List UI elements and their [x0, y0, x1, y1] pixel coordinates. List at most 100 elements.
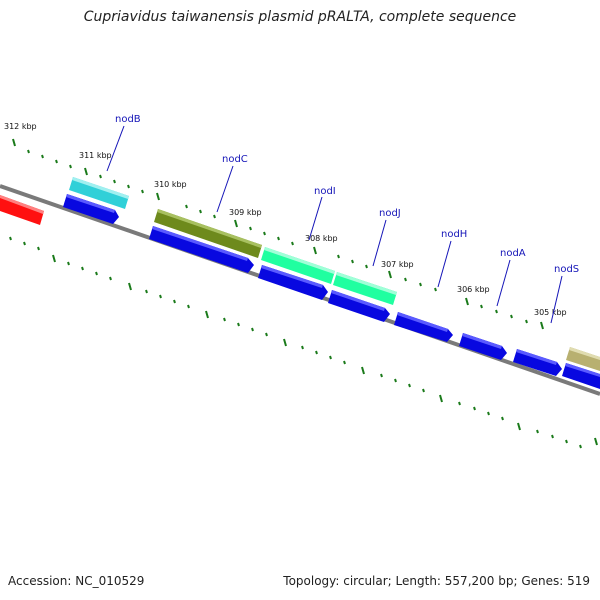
nodJ-feature[interactable] [333, 272, 397, 305]
ruler-tick [419, 282, 422, 287]
cds-arrow[interactable] [394, 312, 453, 342]
cds-arrow[interactable] [328, 290, 390, 322]
ruler-tick [594, 437, 598, 446]
ruler-tick [127, 184, 130, 189]
ruler-tick [156, 192, 160, 201]
ruler-tick [249, 226, 252, 231]
leader-line [550, 275, 563, 324]
ruler-tick [69, 164, 72, 169]
ruler-tick [404, 277, 407, 282]
ruler-tick [351, 259, 354, 264]
ruler-tick [37, 246, 40, 251]
ruler-tick [141, 189, 144, 194]
ruler-tick [388, 270, 392, 279]
ruler-tick [422, 388, 425, 393]
nodB-feature[interactable] [69, 177, 129, 209]
ruler-tick [12, 138, 16, 147]
ruler-tick [473, 406, 476, 411]
ruler-tick [99, 174, 102, 179]
ruler-label: 310 kbp [154, 180, 187, 189]
ruler-tick [23, 241, 26, 246]
ruler-label: 308 kbp [305, 234, 338, 243]
ruler-tick [205, 310, 209, 319]
ruler-tick [315, 350, 318, 355]
ruler-tick [536, 429, 539, 434]
ruler-tick [480, 304, 483, 309]
leader-line [308, 196, 323, 241]
map-title: Cupriavidus taiwanensis plasmid pRALTA, … [83, 9, 517, 25]
nodC-feature[interactable] [154, 209, 262, 258]
ruler-tick [263, 231, 266, 236]
ruler-tick [283, 338, 287, 347]
nodS-feature[interactable] [566, 347, 600, 371]
cds-arrow[interactable] [513, 349, 562, 376]
gene-labels: nodB nodC nodI nodJ nodH nodA nodS [115, 114, 579, 275]
gene-label-nodA: nodA [500, 248, 526, 259]
ruler-tick [52, 254, 56, 263]
gene-leader-lines [106, 125, 563, 324]
ruler-tick [145, 289, 148, 294]
cds-highlights [66, 194, 600, 377]
ruler-label: 312 kbp [4, 122, 37, 131]
gene-label-nodJ: nodJ [379, 208, 401, 219]
ruler-tick [540, 321, 544, 330]
ruler-tick [9, 236, 12, 241]
ruler-tick [408, 383, 411, 388]
ruler-tick [109, 276, 112, 281]
ruler-tick [95, 271, 98, 276]
leader-line [216, 165, 234, 213]
ruler-label: 305 kbp [534, 308, 567, 317]
ruler-tick [487, 411, 490, 416]
ruler-tick [565, 439, 568, 444]
ruler-tick [223, 317, 226, 322]
ruler-tick [361, 366, 365, 375]
ruler-tick [365, 264, 368, 269]
ruler-tick [329, 355, 332, 360]
cds-arrows [63, 194, 600, 389]
ruler-tick [234, 219, 238, 228]
ruler-tick [439, 394, 443, 403]
ruler-tick [159, 294, 162, 299]
ruler-tick [41, 154, 44, 159]
ruler-tick [458, 401, 461, 406]
ruler-tick [81, 266, 84, 271]
ruler-tick [517, 422, 521, 431]
gene-features [69, 177, 600, 371]
cds-arrow[interactable] [459, 333, 507, 360]
ruler-tick [187, 304, 190, 309]
ruler-tick [394, 378, 397, 383]
ruler-tick [313, 246, 317, 255]
ruler-tick [213, 214, 216, 219]
gene-label-nodI: nodI [314, 186, 336, 197]
ruler-tick [237, 322, 240, 327]
ruler-tick [501, 416, 504, 421]
red-feature[interactable] [0, 195, 44, 225]
gene-label-nodH: nodH [441, 229, 467, 240]
ruler-tick [128, 282, 132, 291]
ruler-labels: 312 kbp 311 kbp 310 kbp 309 kbp 308 kbp … [4, 122, 567, 317]
leader-line [372, 219, 387, 267]
cds-arrow[interactable] [562, 363, 600, 389]
ruler-tick [27, 149, 30, 154]
ruler-tick [337, 254, 340, 259]
ruler-tick [343, 360, 346, 365]
ruler-tick [301, 345, 304, 350]
ruler-tick [579, 444, 582, 449]
ruler-tick [465, 297, 469, 306]
ruler-tick [67, 261, 70, 266]
ruler-tick [277, 236, 280, 241]
cds-arrow[interactable] [63, 194, 119, 224]
ruler-tick [551, 434, 554, 439]
ruler-tick [251, 327, 254, 332]
cds-arrow[interactable] [149, 226, 254, 273]
summary-text: Topology: circular; Length: 557,200 bp; … [283, 574, 590, 588]
cds-arrow[interactable] [258, 265, 328, 300]
ruler-label: 309 kbp [229, 208, 262, 217]
outer-ruler [12, 138, 544, 330]
nodI-feature[interactable] [261, 247, 335, 284]
ruler-label: 306 kbp [457, 285, 490, 294]
ruler-tick [185, 204, 188, 209]
gene-label-nodB: nodB [115, 114, 141, 125]
